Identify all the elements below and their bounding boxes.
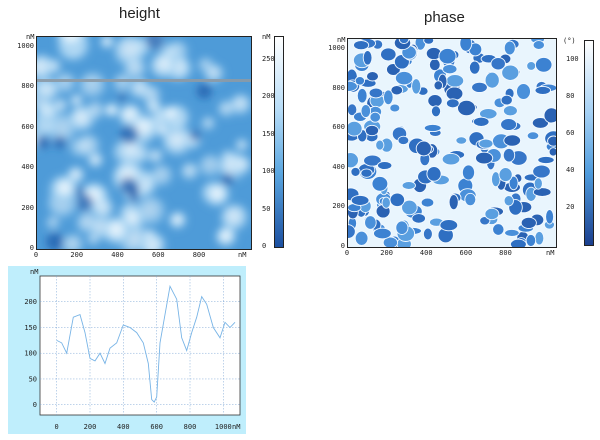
profile-x-tick: 1000 <box>215 423 232 431</box>
height-y-tick: 0 <box>29 244 34 252</box>
height-colorbar-tick: 250 <box>262 54 275 63</box>
height-map-svg <box>37 37 251 249</box>
profile-x-tick: 400 <box>117 423 130 431</box>
profile-x-tick: 200 <box>84 423 97 431</box>
height-x-tick: 800 <box>192 251 206 259</box>
height-y-tick: 600 <box>21 122 34 131</box>
phase-colorbar-tick: 100 <box>566 54 579 63</box>
height-colorbar-unit: nM <box>262 33 271 41</box>
height-y-tick: 1000 <box>17 42 34 51</box>
phase-title: phase <box>424 9 465 26</box>
profile-chart: 200 150 100 50 0 0 200 400 600 800 1000 nM nM <box>24 268 240 431</box>
profile-y-tick: 50 <box>29 375 37 383</box>
phase-x-tick: 600 <box>459 249 473 257</box>
profile-x-unit: nM <box>232 423 240 431</box>
height-y-tick: 400 <box>21 163 34 172</box>
profile-x-tick: 0 <box>55 423 59 431</box>
height-y-tick: 200 <box>21 203 34 212</box>
height-y-tick: 800 <box>21 82 34 91</box>
height-map-image <box>36 36 252 250</box>
height-colorbar-tick: 50 <box>262 204 271 213</box>
profile-y-tick: 0 <box>33 401 37 409</box>
phase-y-tick: 200 <box>332 202 345 211</box>
phase-x-tick: 0 <box>344 249 350 257</box>
profile-y-tick: 200 <box>24 298 37 306</box>
profile-x-tick: 800 <box>184 423 197 431</box>
profile-series-line <box>56 284 236 403</box>
phase-x-tick: 800 <box>499 249 512 257</box>
profile-y-tick: 100 <box>24 350 37 358</box>
height-x-tick: 200 <box>70 251 84 259</box>
phase-colorbar <box>584 40 594 246</box>
height-title: height <box>119 5 160 22</box>
phase-colorbar-tick: 60 <box>566 128 575 137</box>
height-colorbar-tick: 200 <box>262 92 275 100</box>
phase-colorbar-tick: 20 <box>566 202 575 211</box>
height-colorbar <box>274 36 284 248</box>
profile-y-unit: nM <box>30 268 38 276</box>
phase-y-tick: 400 <box>332 162 345 171</box>
phase-y-unit: nM <box>337 36 346 44</box>
profile-x-tick: 600 <box>150 423 163 431</box>
height-x-tick: 600 <box>151 251 165 259</box>
phase-colorbar-tick: 40 <box>566 165 575 174</box>
phase-x-tick: 200 <box>380 249 393 257</box>
profile-y-tick: 150 <box>24 324 37 332</box>
height-colorbar-tick: 0 <box>262 242 267 250</box>
profile-panel: 200 150 100 50 0 0 200 400 600 800 1000 nM nM <box>8 266 246 434</box>
phase-y-tick: 0 <box>340 242 345 250</box>
phase-y-tick: 600 <box>332 123 345 132</box>
height-x-tick: 400 <box>111 251 124 259</box>
phase-colorbar-tick: 80 <box>566 91 575 100</box>
height-x-unit: nM <box>238 251 247 259</box>
height-colorbar-tick: 100 <box>262 167 275 175</box>
phase-x-tick: 400 <box>419 249 433 257</box>
height-x-tick: 0 <box>33 251 39 259</box>
height-y-unit: nM <box>26 33 35 41</box>
phase-map-image <box>347 38 557 248</box>
phase-x-unit: nM <box>546 249 555 257</box>
phase-map-svg <box>348 39 556 247</box>
phase-y-tick: 1000 <box>328 43 345 52</box>
phase-y-tick: 800 <box>332 83 345 92</box>
phase-colorbar-unit: (°) <box>563 37 576 45</box>
height-colorbar-tick: 150 <box>262 129 275 138</box>
